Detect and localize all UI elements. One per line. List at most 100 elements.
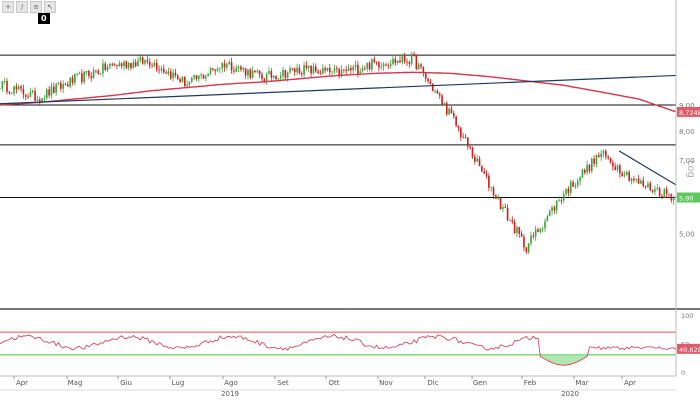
candle-body	[562, 194, 565, 201]
candle-body	[352, 66, 355, 71]
candle-body	[448, 108, 450, 115]
candle-body	[13, 86, 15, 94]
candle-body	[244, 68, 247, 76]
candle-body	[380, 66, 383, 68]
candle-body	[321, 68, 324, 74]
candle-body	[67, 84, 69, 87]
candle-body	[364, 68, 366, 70]
candle-body	[614, 166, 616, 170]
candle-body	[57, 83, 60, 85]
candle-body	[92, 70, 95, 78]
candle-body	[314, 66, 317, 72]
candle-body	[644, 185, 647, 187]
candle-body	[200, 74, 202, 76]
candle-body	[120, 63, 123, 67]
candle-body	[307, 65, 310, 69]
candle-body	[551, 207, 553, 212]
candle-body	[81, 73, 83, 83]
menu-button[interactable]: ≡	[30, 1, 42, 13]
candle-body	[415, 55, 418, 70]
crosshair-tool-button[interactable]: +	[2, 1, 14, 13]
candle-body	[497, 197, 500, 199]
chart-toolbar: + / ≡ ↖	[2, 1, 56, 13]
candle-body	[118, 63, 121, 66]
trendline-tool-button[interactable]: /	[16, 1, 28, 13]
candle-body	[555, 200, 558, 211]
candle-body	[90, 75, 93, 78]
candle-body	[595, 155, 598, 164]
candle-body	[139, 57, 142, 61]
candle-body	[167, 71, 170, 74]
candle-body	[223, 63, 226, 68]
candle-body	[20, 86, 22, 89]
candle-body	[492, 187, 495, 196]
candle-body	[401, 56, 404, 63]
candle-body	[15, 86, 18, 90]
candle-body	[670, 194, 673, 201]
candle-body	[235, 67, 238, 72]
candle-body	[207, 73, 209, 77]
candle-body	[219, 68, 221, 70]
candle-body	[169, 71, 172, 79]
candle-body	[359, 71, 362, 74]
candle-body	[74, 74, 76, 83]
candle-body	[382, 64, 385, 67]
candle-body	[406, 61, 408, 63]
candle-body	[478, 158, 481, 167]
candle-body	[254, 70, 256, 72]
falling-trendline	[618, 150, 677, 186]
candle-body	[312, 66, 315, 74]
pointer-tool-button[interactable]: ↖	[44, 1, 56, 13]
last-price-tag-box	[677, 192, 700, 203]
candle-body	[3, 80, 6, 82]
rsi-tick-label: 100	[681, 312, 693, 320]
rsi-value-tag-box	[677, 343, 700, 354]
month-label: Lug	[172, 379, 185, 387]
ma-value-tag: 8,7248	[677, 106, 700, 117]
candle-body	[176, 75, 179, 80]
month-label: Ott	[329, 379, 340, 387]
candle-body	[130, 63, 132, 69]
candle-body	[48, 89, 50, 96]
candle-body	[481, 166, 483, 172]
candle-body	[651, 190, 654, 192]
candle-body	[183, 76, 186, 86]
candle-body	[31, 90, 34, 93]
candle-body	[647, 183, 649, 187]
candle-body	[378, 62, 380, 68]
price-tick-label: 8,00	[679, 128, 695, 136]
candle-body	[233, 70, 235, 72]
candle-body	[340, 69, 343, 77]
candle-body	[495, 195, 497, 199]
rsi-oversold-fill	[537, 354, 590, 366]
month-label: Apr	[16, 379, 28, 387]
candle-body	[293, 68, 296, 73]
candle-body	[172, 72, 174, 79]
candle-body	[55, 84, 57, 93]
candle-body	[230, 62, 233, 71]
candle-body	[69, 77, 71, 87]
candle-body	[576, 181, 579, 186]
candle-body	[123, 61, 125, 67]
candle-body	[490, 187, 493, 189]
log-scale-label[interactable]: Log	[685, 160, 696, 178]
candle-body	[373, 59, 376, 63]
price-tick-label: 7,00	[679, 157, 695, 165]
candle-body	[268, 71, 270, 74]
candle-body	[305, 65, 308, 69]
candle-body	[151, 65, 153, 67]
candle-body	[612, 162, 614, 167]
candle-body	[541, 228, 544, 230]
candle-body	[148, 61, 151, 66]
candle-body	[635, 178, 638, 181]
candle-body	[588, 164, 591, 172]
candle-body	[45, 89, 48, 99]
candle-body	[300, 73, 303, 75]
candle-body	[450, 108, 453, 114]
candle-body	[336, 68, 338, 70]
candle-body	[621, 173, 624, 176]
pane-divider-handle[interactable]: · · ·	[344, 305, 355, 313]
candle-body	[333, 68, 336, 72]
